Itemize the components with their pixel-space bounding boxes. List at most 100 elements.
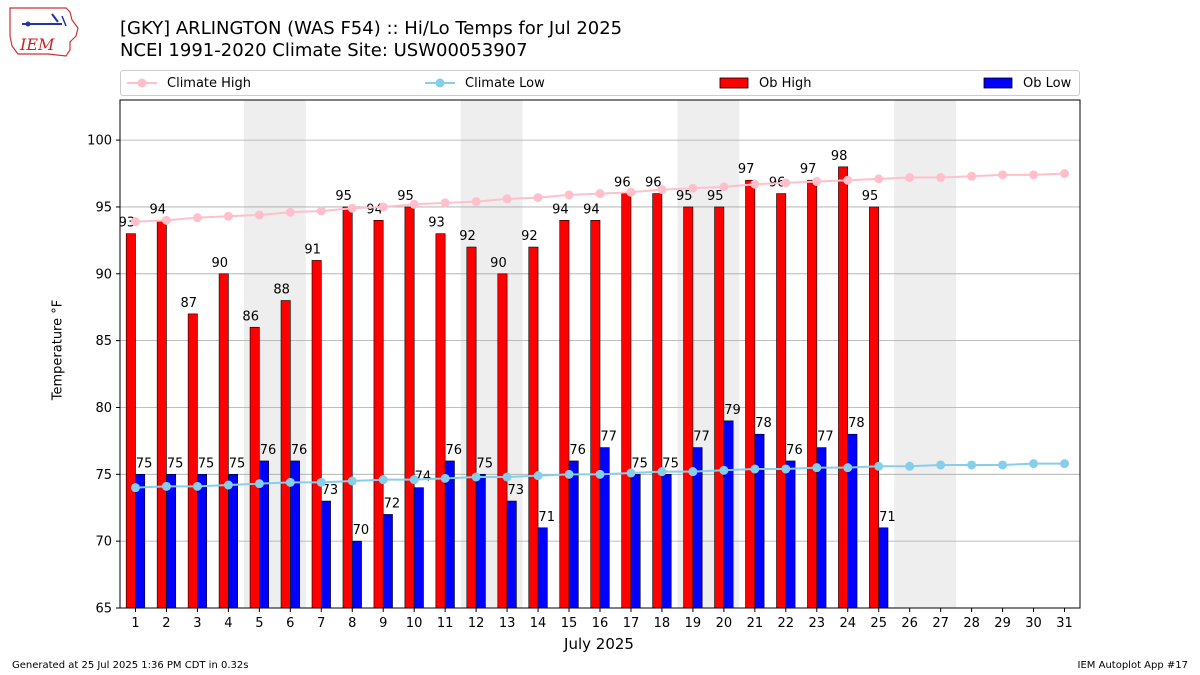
climate-high-point	[285, 207, 295, 217]
ob-low-label: 75	[229, 456, 246, 471]
ob-low-bar	[506, 500, 517, 609]
ob-high-bar	[156, 220, 167, 609]
ob-high-label: 96	[645, 176, 662, 191]
ob-low-label: 76	[260, 443, 277, 458]
weekend-shade	[894, 100, 957, 608]
y-tick-label: 100	[87, 134, 112, 149]
climate-low-point	[285, 477, 295, 487]
legend-climate-high: Climate High	[127, 71, 251, 95]
ob-low-label: 78	[848, 416, 865, 431]
ob-high-bar	[869, 206, 880, 609]
ob-high-bar	[218, 273, 229, 609]
climate-low-point	[440, 473, 450, 483]
ob-high-label: 97	[800, 162, 817, 177]
climate-low-point	[502, 472, 512, 482]
ob-low-bar	[568, 460, 579, 609]
climate-low-point	[471, 472, 481, 482]
x-tick-label: 24	[839, 616, 856, 631]
ob-high-label: 87	[181, 296, 198, 311]
ob-high-label: 94	[150, 202, 167, 217]
ob-low-bar	[847, 433, 858, 609]
x-tick-label: 4	[224, 616, 232, 631]
climate-low-point	[1060, 459, 1070, 469]
x-tick-label: 7	[317, 616, 325, 631]
ob-high-bar	[590, 220, 601, 609]
y-axis-label: Temperature °F	[50, 299, 66, 401]
ob-high-bar	[745, 179, 756, 609]
climate-low-point	[161, 481, 171, 491]
climate-high-point	[130, 217, 140, 227]
x-tick-label: 19	[685, 616, 702, 631]
ob-low-bar	[754, 433, 765, 609]
climate-high-point	[688, 183, 698, 193]
climate-high-point	[1060, 169, 1070, 179]
climate-low-point	[564, 469, 574, 479]
x-tick-label: 8	[348, 616, 356, 631]
ob-high-bar	[125, 233, 136, 609]
x-axis-label: July 2025	[564, 635, 634, 653]
x-tick-label: 12	[468, 616, 485, 631]
ob-high-label: 94	[583, 202, 600, 217]
climate-low-point	[347, 476, 357, 486]
legend-ob-high-label: Ob High	[759, 75, 812, 91]
ob-low-bar	[351, 540, 362, 609]
x-tick-label: 1	[131, 616, 139, 631]
x-tick-label: 22	[778, 616, 795, 631]
ob-high-label: 98	[831, 149, 848, 164]
x-tick-label: 31	[1056, 616, 1073, 631]
x-tick-label: 11	[437, 616, 454, 631]
ob-low-label: 75	[136, 456, 153, 471]
ob-high-label: 97	[738, 162, 755, 177]
ob-low-label: 75	[198, 456, 215, 471]
ob-high-bar	[776, 193, 787, 609]
climate-high-point	[998, 170, 1008, 180]
climate-high-point	[192, 213, 202, 223]
plot-frame	[119, 99, 1081, 609]
climate-low-point	[688, 467, 698, 477]
x-tick-label: 5	[255, 616, 263, 631]
ob-low-label: 76	[291, 443, 308, 458]
ob-low-label: 74	[415, 470, 432, 485]
ob-high-bar	[838, 166, 849, 609]
ob-high-label: 93	[428, 216, 445, 231]
ob-high-label: 90	[490, 256, 507, 271]
climate-low-point	[967, 460, 977, 470]
y-tick-label: 65	[95, 602, 112, 617]
ob-high-label: 95	[862, 189, 879, 204]
ob-low-label: 76	[786, 443, 803, 458]
y-tick-label: 90	[95, 267, 112, 282]
ob-low-label: 75	[631, 456, 648, 471]
ob-high-label: 90	[211, 256, 228, 271]
app-id-note: IEM Autoplot App #17	[1077, 660, 1188, 671]
ob-high-label: 93	[119, 216, 136, 231]
x-tick-label: 21	[747, 616, 764, 631]
ob-high-bar	[342, 206, 353, 609]
iem-logo: IEM	[8, 6, 80, 58]
x-tick-label: 18	[654, 616, 671, 631]
x-tick-label: 30	[1025, 616, 1042, 631]
climate-high-point	[843, 175, 853, 185]
climate-high-point	[316, 206, 326, 216]
ob-low-bar	[723, 420, 734, 609]
chart-subtitle: NCEI 1991-2020 Climate Site: USW00053907	[120, 40, 528, 61]
ob-low-bar	[166, 474, 177, 609]
climate-high-point	[595, 189, 605, 199]
ob-low-label: 71	[538, 510, 555, 525]
x-tick-label: 6	[286, 616, 294, 631]
ob-high-label: 95	[707, 189, 724, 204]
ob-high-label: 88	[273, 283, 290, 298]
ob-low-label: 76	[569, 443, 586, 458]
climate-low-point	[905, 461, 915, 471]
climate-high-point	[626, 187, 636, 197]
ob-high-label: 92	[521, 229, 538, 244]
climate-high-point	[254, 210, 264, 220]
ob-low-label: 73	[507, 483, 524, 498]
ob-high-bar	[621, 193, 632, 609]
legend-ob-low: Ob Low	[983, 71, 1071, 95]
ob-high-bar	[187, 313, 198, 609]
y-tick-label: 70	[95, 535, 112, 550]
generated-note: Generated at 25 Jul 2025 1:36 PM CDT in …	[12, 660, 249, 671]
ob-low-label: 73	[322, 483, 339, 498]
climate-high-point	[781, 178, 791, 188]
